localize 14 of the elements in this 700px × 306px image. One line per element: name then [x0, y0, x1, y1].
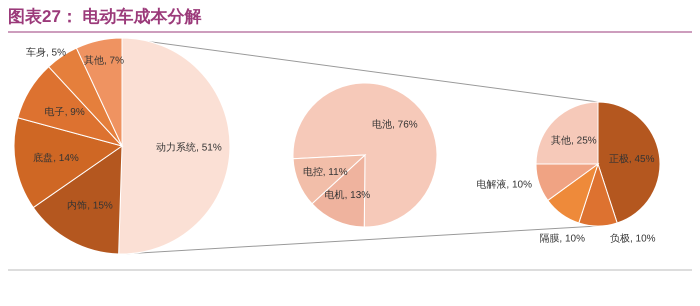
slice-label: 动力系统, 51%	[156, 142, 222, 154]
slice-label: 电机, 13%	[324, 190, 370, 201]
slice-label: 电池, 76%	[372, 119, 418, 130]
slice-label: 电控, 11%	[302, 167, 348, 178]
slice-label: 其他, 25%	[551, 135, 597, 146]
slice-label: 电子, 9%	[44, 106, 85, 118]
chart-title: 图表27： 电动车成本分解	[8, 7, 202, 26]
slice-label: 底盘, 14%	[33, 152, 79, 164]
slice-label: 电解液, 10%	[476, 180, 532, 190]
slice-label: 负极, 10%	[610, 234, 656, 244]
slice-label: 内饰, 15%	[67, 200, 113, 212]
slice-label: 车身, 5%	[26, 48, 66, 58]
slice-label: 隔膜, 10%	[539, 234, 585, 244]
slice-label: 正极, 45%	[608, 154, 654, 166]
